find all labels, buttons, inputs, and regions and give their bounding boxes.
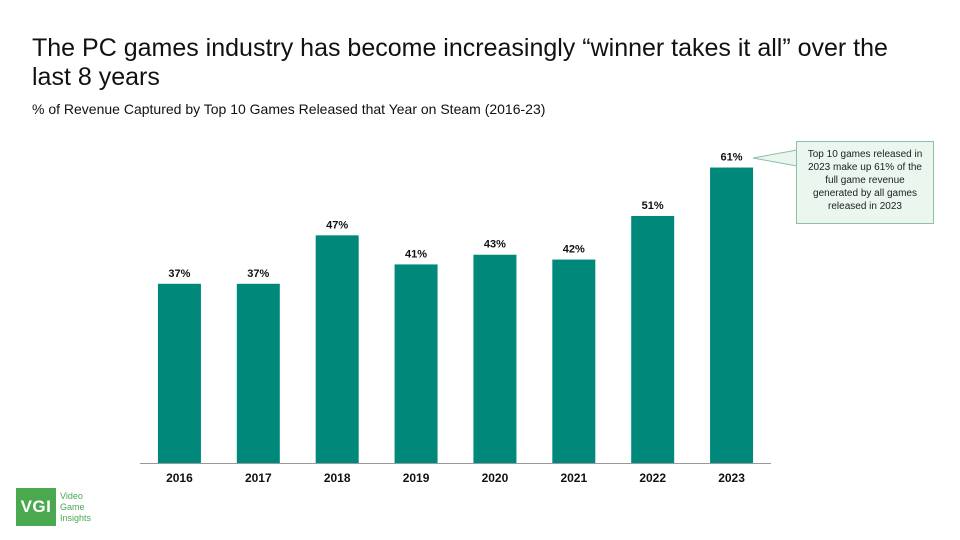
- data-label-2019: 41%: [405, 248, 427, 260]
- data-label-2018: 47%: [326, 219, 348, 231]
- x-tick-label-2021: 2021: [560, 471, 587, 485]
- logo-line-3: Insights: [60, 512, 92, 523]
- data-label-2023: 61%: [721, 152, 743, 164]
- callout-pointer: [752, 149, 798, 167]
- bar-2019: [394, 264, 438, 463]
- data-label-2022: 51%: [642, 200, 664, 212]
- data-label-2017: 37%: [247, 268, 269, 280]
- x-tick-label-2018: 2018: [324, 471, 351, 485]
- data-label-2016: 37%: [168, 268, 190, 280]
- x-tick-label-2019: 2019: [403, 471, 430, 485]
- chart-subtitle: % of Revenue Captured by Top 10 Games Re…: [32, 101, 546, 117]
- data-label-2021: 42%: [563, 244, 585, 256]
- bar-2016: [157, 283, 201, 463]
- page-title: The PC games industry has become increas…: [32, 34, 888, 91]
- bar-2021: [552, 259, 596, 463]
- bar-2017: [236, 283, 280, 463]
- data-label-2020: 43%: [484, 239, 506, 251]
- x-tick-label-2017: 2017: [245, 471, 272, 485]
- bar-2020: [473, 254, 517, 463]
- logo-line-2: Game: [60, 501, 85, 512]
- x-tick-label-2022: 2022: [639, 471, 666, 485]
- annotation-callout: Top 10 games released in 2023 make up 61…: [796, 141, 934, 224]
- bar-2018: [315, 235, 359, 463]
- x-tick-label-2023: 2023: [718, 471, 745, 485]
- vgi-logo: VGI Video Game Insights: [16, 488, 91, 526]
- bar-2023: [710, 167, 754, 463]
- logo-text: Video Game Insights: [60, 491, 91, 524]
- logo-line-1: Video: [60, 490, 83, 501]
- x-tick-label-2016: 2016: [166, 471, 193, 485]
- logo-mark: VGI: [16, 488, 56, 526]
- bar-2022: [631, 215, 675, 463]
- x-tick-label-2020: 2020: [482, 471, 509, 485]
